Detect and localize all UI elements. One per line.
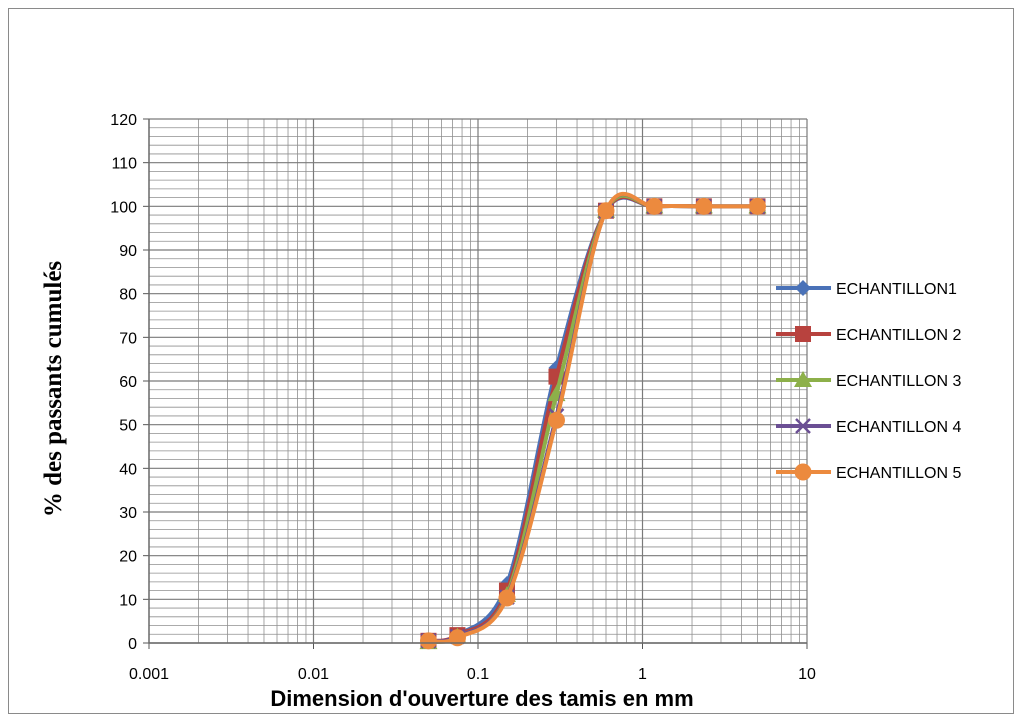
legend-entry-5: ECHANTILLON 5 [776,463,961,482]
legend-label: ECHANTILLON 3 [836,373,961,390]
legend-label: ECHANTILLON 2 [836,327,961,344]
grid-layer [148,118,808,644]
data-point [695,197,713,215]
data-point [419,632,437,650]
series-line [426,191,760,644]
legend: ECHANTILLON1 ECHANTILLON 2 ECHANTILLON 3 EC… [776,280,961,482]
chart-frame: 0 10 20 30 40 50 60 70 80 90 100 110 120 0.001 0.01 0.1… [8,8,1014,714]
series-layer [419,191,767,650]
legend-label: ECHANTILLON 4 [836,419,961,436]
x-tick-label: 0.01 [298,666,329,683]
y-tick-label: 20 [119,549,137,566]
x-axis-title: Dimension d'ouverture des tamis en mm [270,686,693,711]
y-tick-label: 120 [110,112,137,129]
legend-marker [794,463,812,481]
y-tick-label: 0 [128,636,137,653]
data-point [597,202,615,220]
y-tick-label: 70 [119,330,137,347]
data-point [748,197,766,215]
y-tick-label: 30 [119,505,137,522]
legend-entry-4: ECHANTILLON 4 [776,418,961,436]
y-tick-label: 100 [110,199,137,216]
x-tick-label: 0.1 [467,666,489,683]
legend-label: ECHANTILLON1 [836,281,957,298]
data-point [547,411,565,429]
y-tick-label: 40 [119,461,137,478]
legend-entry-2: ECHANTILLON 2 [776,326,961,344]
y-tick-label: 80 [119,287,137,304]
marker-stroke [795,418,811,434]
y-tick-label: 60 [119,374,137,391]
legend-entry-1: ECHANTILLON1 [776,280,957,298]
legend-entry-3: ECHANTILLON 3 [776,371,961,390]
y-axis-title: % des passants cumulés [40,261,67,518]
legend-marker [795,418,811,434]
series-5 [419,191,766,650]
y-tick-label: 110 [111,156,137,173]
y-tick-label: 50 [119,418,137,435]
x-tick-label: 0.001 [129,666,169,683]
data-point [498,589,516,607]
y-tick-label: 90 [119,243,137,260]
legend-marker [795,280,811,296]
legend-label: ECHANTILLON 5 [836,465,961,482]
legend-marker [795,326,811,342]
x-tick-label: 1 [638,666,647,683]
y-tick-label: 10 [119,592,137,609]
data-point [645,197,663,215]
x-tick-label: 10 [798,666,816,683]
data-point [448,629,466,647]
legend-marker [794,371,812,387]
